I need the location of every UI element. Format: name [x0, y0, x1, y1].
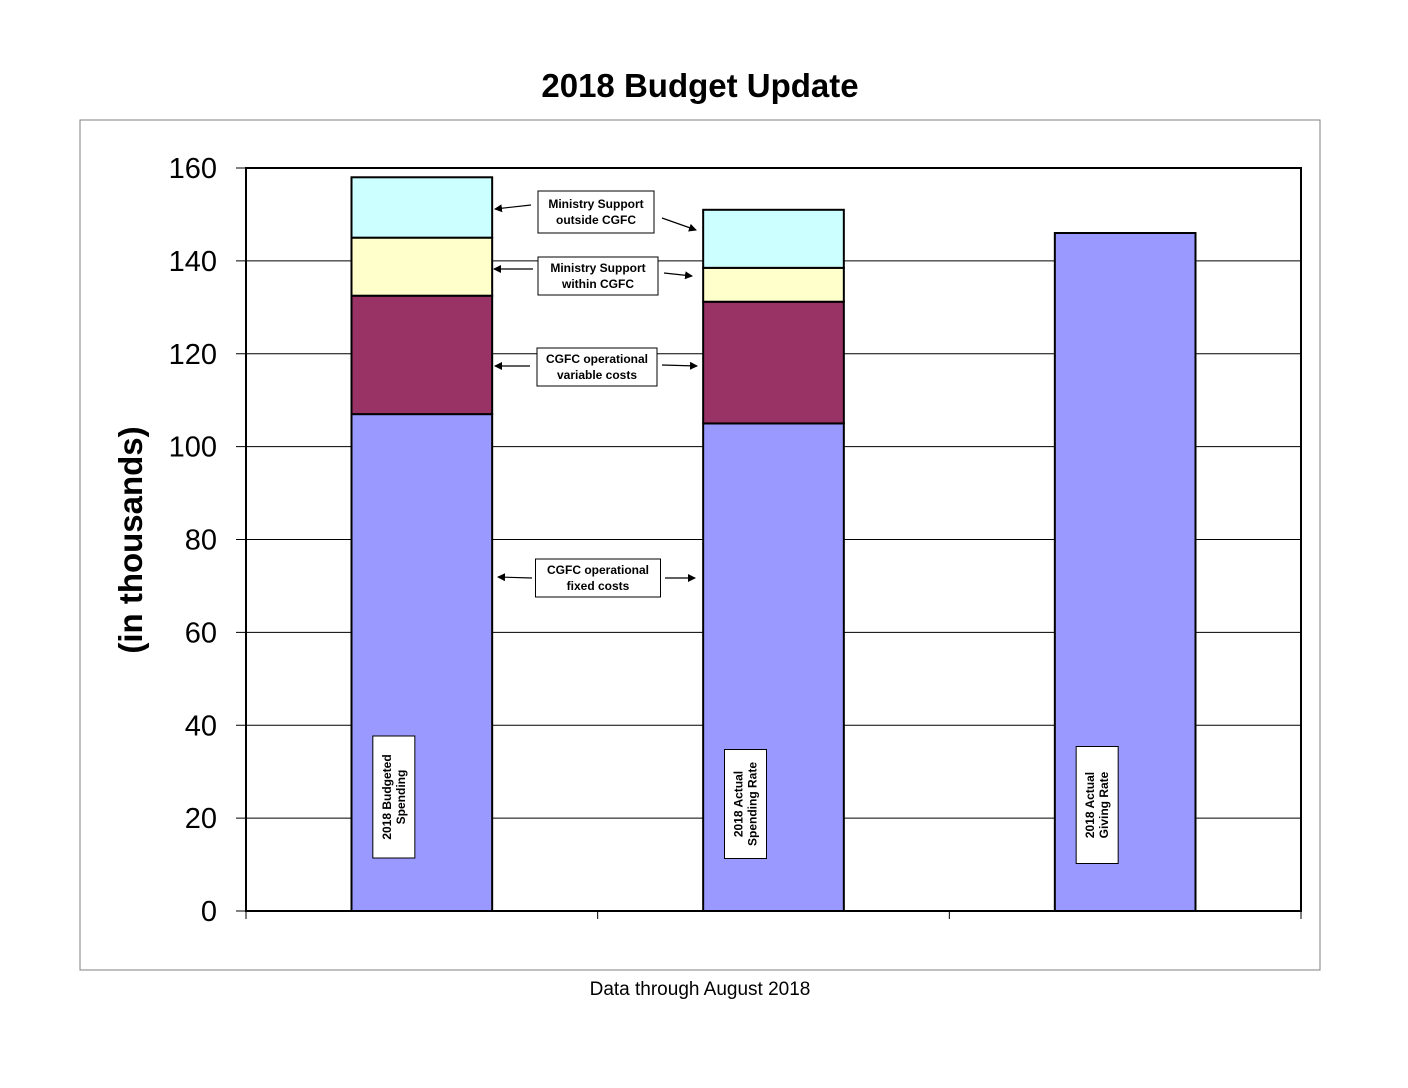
bar-label-line: Spending: [394, 770, 408, 825]
y-tick-label: 120: [169, 339, 217, 371]
bar-label-line: 2018 Actual: [732, 771, 746, 837]
bar-label-line: Spending Rate: [746, 762, 760, 846]
annotation-line: variable costs: [557, 368, 637, 382]
annotation-line: within CGFC: [561, 277, 634, 291]
annotation-box: [536, 347, 658, 387]
annotation-label: Ministry Support outside CGFC: [548, 197, 643, 227]
y-tick-label: 0: [201, 896, 217, 928]
y-tick-label: 80: [185, 525, 217, 557]
annotation-label: CGFC operational fixed costs: [547, 563, 649, 593]
bar-label-line: 2018 Budgeted: [380, 754, 394, 839]
bar-segment: [702, 208, 845, 269]
annotation-line: Ministry Support: [550, 261, 645, 275]
y-tick-label: 60: [185, 617, 217, 649]
y-tick-label: 20: [185, 803, 217, 835]
annotation-arrow: [661, 361, 698, 370]
bar-labels: 2018 BudgetedSpending 2018 ActualSpending…: [372, 735, 1119, 864]
y-tick-label: 160: [169, 153, 217, 185]
annotation-line: outside CGFC: [556, 213, 636, 227]
bar-label: 2018 BudgetedSpending: [380, 754, 408, 839]
annotation-label: Ministry Support within CGFC: [550, 261, 645, 291]
annotation-box: [535, 558, 661, 598]
bar-segment: [350, 176, 494, 239]
bar-label-box: [372, 735, 416, 859]
annotation-arrow: [497, 573, 533, 582]
bar-label-line: 2018 Actual: [1083, 772, 1097, 838]
bars: [350, 176, 1197, 912]
annotation-line: CGFC operational: [546, 352, 648, 366]
bar-label: 2018 ActualGiving Rate: [1083, 771, 1111, 838]
annotation-label: CGFC operational variable costs: [546, 352, 648, 382]
annotation-box: [537, 190, 655, 234]
bar-segment: [702, 300, 845, 425]
bar-segment: [350, 294, 494, 416]
annotation-arrow: [661, 217, 697, 232]
bar-label-box: [1075, 746, 1119, 864]
bar-label-line: Giving Rate: [1097, 771, 1111, 838]
y-tick-label: 100: [169, 432, 217, 464]
footer-note: Data through August 2018: [590, 979, 811, 1000]
annotation-line: fixed costs: [567, 579, 630, 593]
y-tick-label: 140: [169, 246, 217, 278]
y-tick-label: 40: [185, 710, 217, 742]
axis-ticks: 0 20 40 60 80 100 120 140 160: [169, 153, 1302, 928]
y-axis-label: (in thousands): [112, 426, 149, 653]
annotation-arrow: [663, 271, 693, 280]
bar-segment: [350, 236, 494, 297]
bar-segment: [702, 266, 845, 303]
annotation-box: [537, 256, 659, 296]
chart-title: 2018 Budget Update: [541, 67, 858, 104]
annotation-line: Ministry Support: [548, 197, 643, 211]
bar-label-box: [724, 749, 767, 859]
bar-label: 2018 ActualSpending Rate: [732, 762, 760, 846]
annotation-arrow: [494, 204, 532, 213]
annotation-line: CGFC operational: [547, 563, 649, 577]
